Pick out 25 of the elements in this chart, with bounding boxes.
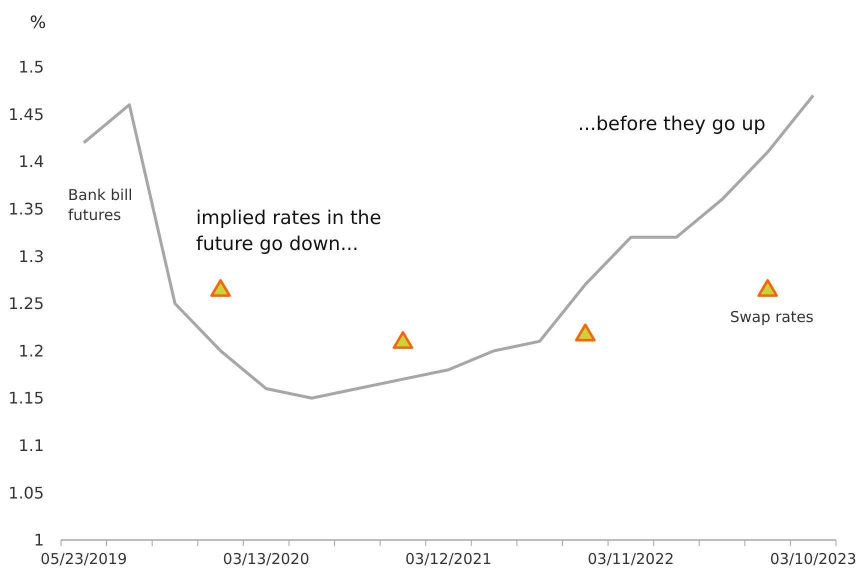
y-tick-label: 1.05 xyxy=(8,483,44,502)
y-axis-title: % xyxy=(30,13,46,33)
y-tick-label: 1 xyxy=(34,530,44,550)
x-tick-label: 05/23/2019 xyxy=(40,550,128,568)
series-label: Swap rates xyxy=(730,308,814,326)
y-tick-label: 1.3 xyxy=(18,246,44,266)
y-tick-label: 1.2 xyxy=(18,341,44,360)
x-tick-label: 03/13/2020 xyxy=(222,550,310,568)
point xyxy=(210,279,231,297)
y-tick-label: 1.35 xyxy=(8,200,44,218)
annotation: implied rates in the future go down... xyxy=(196,207,382,255)
y-tick-label: 1.25 xyxy=(8,294,44,314)
y-tick-label: 1.1 xyxy=(18,436,44,455)
point xyxy=(392,331,414,349)
y-tick-label: 1.4 xyxy=(18,152,44,172)
series-label: Bank bill futures xyxy=(68,186,132,224)
y-tick-label: 1.5 xyxy=(18,58,44,77)
point xyxy=(575,324,596,342)
annotation: ...before they go up xyxy=(578,113,766,135)
point xyxy=(757,279,778,297)
x-tick-label: 03/10/2023 xyxy=(770,550,856,568)
x-tick-label: 03/12/2021 xyxy=(405,550,492,568)
x-tick-label: 03/11/2022 xyxy=(588,550,674,568)
y-tick-label: 1.15 xyxy=(8,388,44,408)
y-tick-label: 1.45 xyxy=(8,104,44,124)
